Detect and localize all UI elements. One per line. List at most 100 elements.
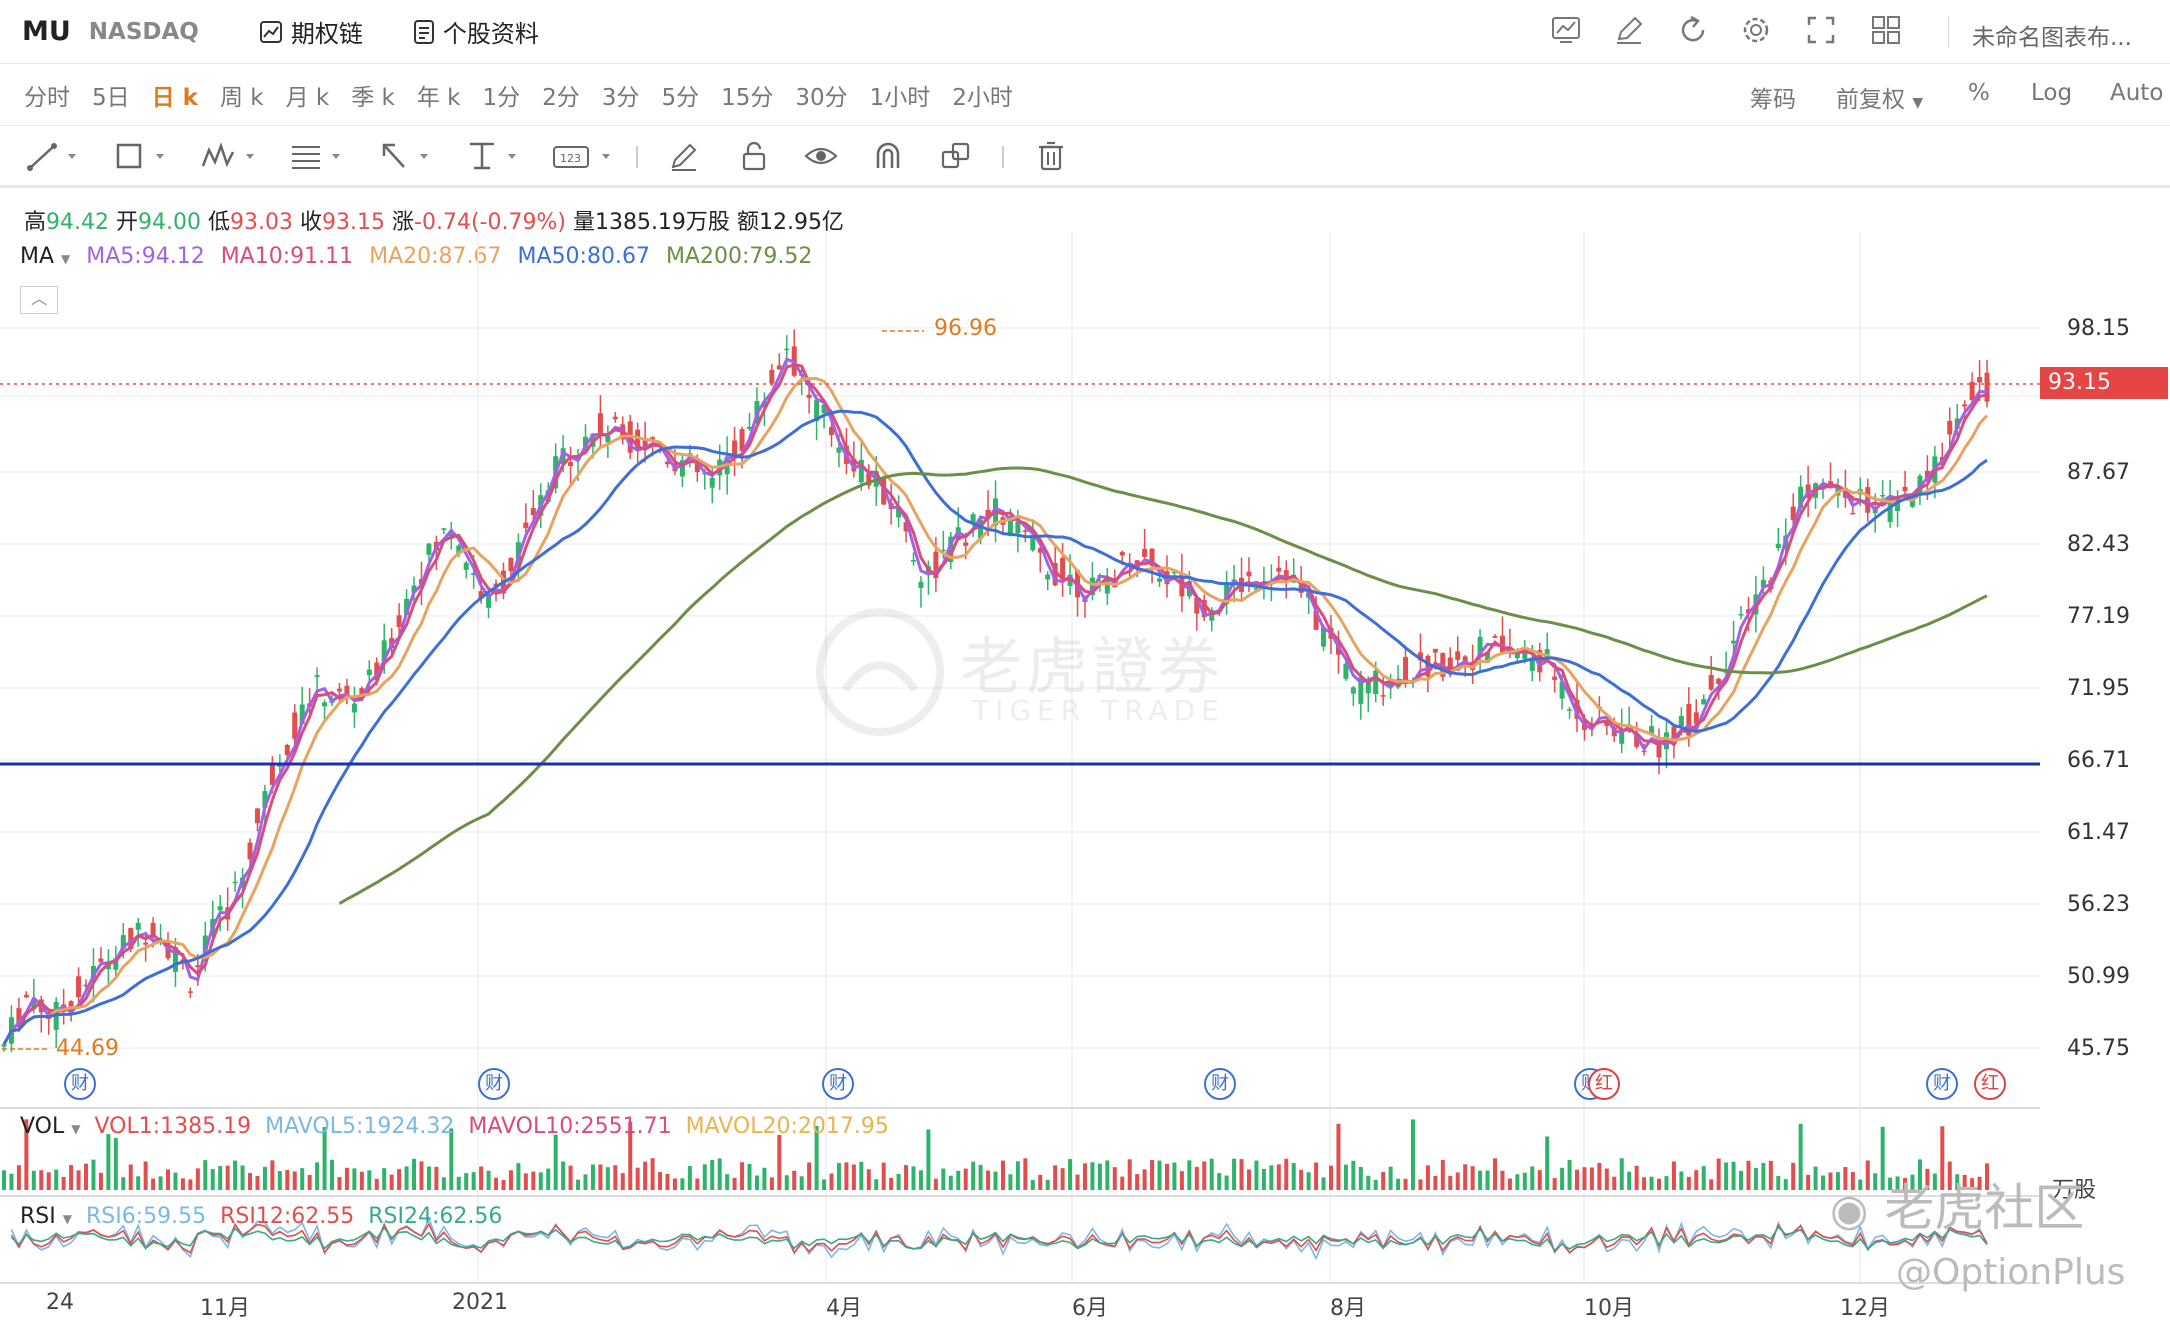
- ma10-line[interactable]: [2, 363, 1988, 1046]
- indicator-icon[interactable]: [1550, 14, 1582, 46]
- candle-body: [83, 984, 89, 987]
- price-axis-label: 87.67: [2067, 460, 2130, 485]
- candlestick-chart[interactable]: [0, 230, 2040, 1290]
- stock-profile-button[interactable]: 个股资料: [413, 14, 539, 49]
- ma20-line[interactable]: [2, 376, 1989, 1046]
- refresh-icon[interactable]: [1677, 14, 1709, 46]
- draw-icon[interactable]: [1613, 14, 1645, 46]
- percent-toggle[interactable]: %: [1968, 80, 1990, 106]
- clone-icon[interactable]: [940, 140, 972, 172]
- period-tab[interactable]: 30分: [795, 84, 848, 111]
- candle-body: [530, 508, 536, 516]
- auto-toggle[interactable]: Auto: [2110, 80, 2164, 106]
- magnet-icon[interactable]: [872, 140, 904, 172]
- measure-tool-icon[interactable]: [466, 140, 522, 172]
- dividend-marker[interactable]: 红: [1974, 1068, 2006, 1100]
- collapse-legend-button[interactable]: ︿: [20, 286, 58, 314]
- volume-bar: [210, 1169, 215, 1190]
- arrow-tool-icon[interactable]: [378, 140, 434, 172]
- volume-bar: [598, 1164, 603, 1190]
- earnings-marker[interactable]: 财: [478, 1068, 510, 1100]
- settings-icon[interactable]: [1740, 14, 1772, 46]
- volume-bar: [844, 1162, 849, 1190]
- rectangle-tool-icon[interactable]: [114, 140, 170, 172]
- volume-bar: [1873, 1173, 1878, 1190]
- price-axis-label: 77.19: [2067, 604, 2130, 629]
- candle-body: [1880, 495, 1886, 497]
- volume-bar: [1947, 1161, 1952, 1190]
- trash-icon[interactable]: [1036, 140, 1066, 172]
- pattern-tool-icon[interactable]: [200, 140, 260, 172]
- trend-line-tool-icon[interactable]: [26, 140, 82, 172]
- layout-grid-icon[interactable]: [1870, 14, 1902, 46]
- earnings-marker[interactable]: 财: [1926, 1068, 1958, 1100]
- volume-bar: [538, 1172, 543, 1190]
- stock-profile-label: 个股资料: [442, 20, 539, 48]
- volume-bar: [1440, 1159, 1445, 1190]
- volume-bar: [330, 1159, 335, 1190]
- earnings-marker[interactable]: 财: [822, 1068, 854, 1100]
- toolbar-divider: [636, 146, 638, 168]
- candle-body: [135, 922, 141, 930]
- volume-bar: [1246, 1169, 1251, 1190]
- period-tab[interactable]: 周 k: [219, 84, 264, 111]
- volume-bar: [434, 1166, 439, 1190]
- period-tab[interactable]: 2分: [542, 84, 580, 111]
- period-tab[interactable]: 5分: [661, 84, 700, 111]
- lock-icon[interactable]: [738, 140, 770, 172]
- options-chain-button[interactable]: 期权链: [259, 14, 363, 49]
- period-tab[interactable]: 15分: [721, 84, 774, 111]
- adjust-dropdown[interactable]: 前复权 ▼: [1836, 80, 1923, 114]
- period-tab[interactable]: 3分: [601, 84, 640, 111]
- volume-bar: [769, 1177, 774, 1190]
- period-tab[interactable]: 2小时: [952, 84, 1013, 111]
- fullscreen-icon[interactable]: [1805, 14, 1837, 46]
- candle-body: [411, 585, 417, 593]
- volume-legend-dropdown[interactable]: VOL ▼: [20, 1114, 80, 1139]
- candle-body: [1514, 653, 1520, 659]
- period-tab[interactable]: 季 k: [351, 84, 395, 111]
- chips-button[interactable]: 筹码: [1750, 87, 1796, 113]
- volume-bar: [971, 1161, 976, 1190]
- eye-icon[interactable]: [804, 140, 838, 172]
- candle-body: [284, 745, 290, 756]
- volume-bar: [1567, 1160, 1572, 1190]
- earnings-marker[interactable]: 财: [64, 1068, 96, 1100]
- price-label-tool-icon[interactable]: 123: [552, 140, 618, 172]
- candle-body: [911, 560, 917, 562]
- volume-bar: [262, 1166, 267, 1190]
- period-tab[interactable]: 5日: [92, 84, 130, 111]
- volume-bar: [486, 1170, 491, 1190]
- ma5-line[interactable]: [2, 357, 1988, 1046]
- period-tab[interactable]: 日 k: [151, 84, 198, 111]
- candle-body: [784, 348, 790, 351]
- candle-body: [694, 459, 700, 473]
- ma200-line[interactable]: [338, 466, 1988, 905]
- period-tab[interactable]: 月 k: [285, 84, 330, 111]
- volume-bar: [941, 1168, 946, 1190]
- candle-body: [299, 704, 305, 725]
- ma-legend-dropdown[interactable]: MA ▼: [20, 244, 70, 269]
- log-toggle[interactable]: Log: [2031, 80, 2073, 106]
- candle-body: [105, 963, 111, 970]
- pen-icon[interactable]: [668, 140, 700, 172]
- period-tab[interactable]: 1分: [482, 84, 521, 111]
- symbol-label[interactable]: MU: [22, 16, 71, 47]
- period-tab[interactable]: 分时: [24, 84, 70, 111]
- fib-tool-icon[interactable]: [290, 140, 346, 172]
- price-axis-label: 98.15: [2067, 316, 2130, 341]
- candle-body: [1209, 610, 1215, 621]
- period-tab[interactable]: 1小时: [869, 84, 931, 111]
- candle-body: [664, 461, 670, 465]
- volume-bar: [613, 1165, 618, 1190]
- layout-name[interactable]: 未命名图表布...: [1972, 25, 2132, 51]
- ma50-line[interactable]: [2, 409, 1988, 1046]
- volume-bar: [1455, 1172, 1460, 1190]
- rsi-legend-item: RSI12:62.55: [220, 1204, 355, 1229]
- dividend-marker[interactable]: 红: [1588, 1068, 1620, 1100]
- volume-bar: [918, 1170, 923, 1190]
- period-tab[interactable]: 年 k: [416, 84, 461, 111]
- candle-body: [1365, 682, 1371, 694]
- earnings-marker[interactable]: 财: [1204, 1068, 1236, 1100]
- rsi-legend-dropdown[interactable]: RSI ▼: [20, 1204, 72, 1229]
